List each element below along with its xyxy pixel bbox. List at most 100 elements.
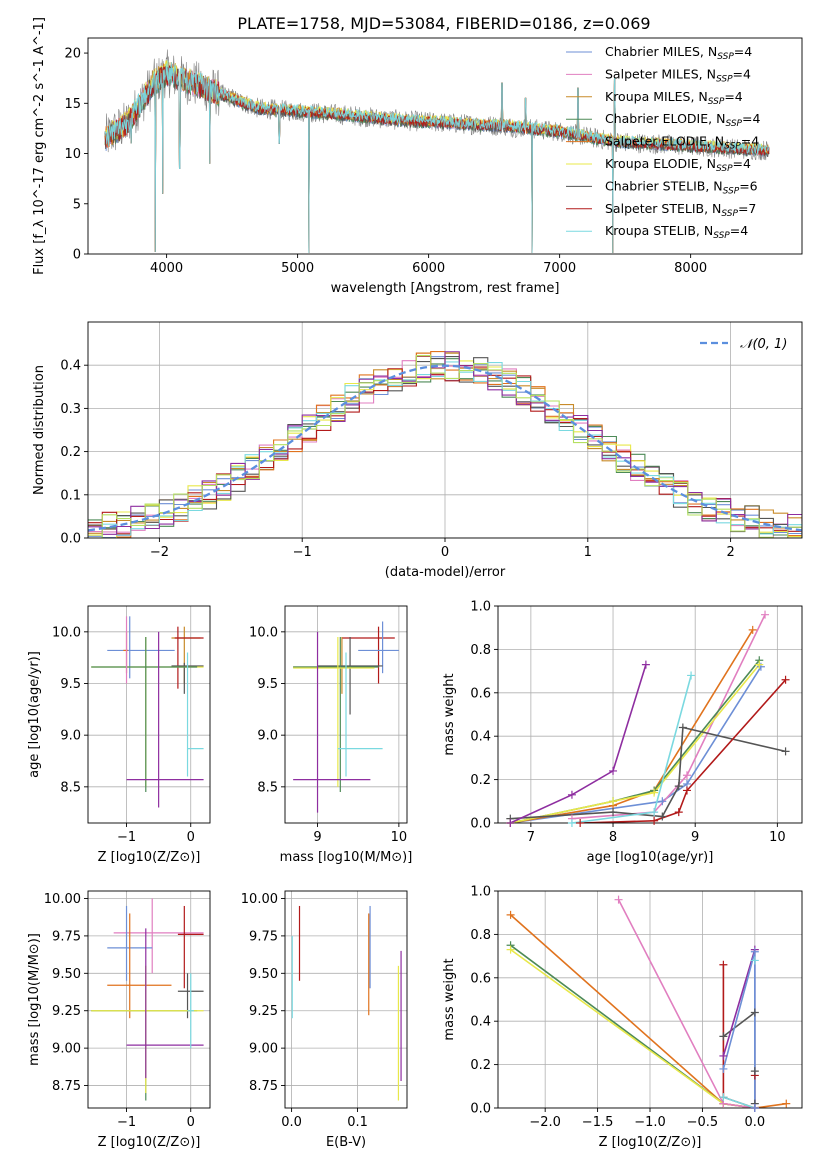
y-tick-label: 0.4 xyxy=(470,730,491,745)
plot-area xyxy=(88,891,210,1108)
x-tick-label: −1.0 xyxy=(634,1115,666,1130)
y-axis-label: mass weight xyxy=(442,673,457,755)
data-point-marker xyxy=(750,956,759,965)
series-line xyxy=(509,664,647,823)
series-line xyxy=(722,964,756,1108)
axes-frame xyxy=(284,605,408,824)
y-tick-label: 10.0 xyxy=(249,625,278,640)
x-tick-label: 0.1 xyxy=(347,1115,368,1130)
y-tick-label: 0.6 xyxy=(470,686,491,701)
y-tick-label: 8.5 xyxy=(257,780,278,795)
y-tick-label: 0.3 xyxy=(60,402,81,417)
data-point-marker xyxy=(750,1104,759,1112)
x-axis-label: Z [log10(Z/Z⊙)] xyxy=(599,1135,702,1150)
data-point-marker xyxy=(682,786,691,795)
y-axis-label: age [log10(age/yr)] xyxy=(27,651,42,778)
y-tick-label: 9.00 xyxy=(52,1042,81,1057)
residual-histogram xyxy=(88,351,802,538)
data-point-marker xyxy=(719,1093,728,1102)
series-line xyxy=(510,726,786,820)
data-point-marker xyxy=(756,662,765,671)
data-point-marker xyxy=(658,812,667,821)
y-tick-label: 10.0 xyxy=(52,625,81,640)
y-tick-label: 9.5 xyxy=(60,677,81,692)
data-point-marker xyxy=(650,788,659,797)
y-tick-label: 0.0 xyxy=(470,817,491,832)
legend-label: Kroupa MILES, NSSP=4 xyxy=(605,89,743,107)
data-point-marker xyxy=(678,723,687,732)
data-point-marker xyxy=(506,945,515,954)
y-tick-label: 10 xyxy=(64,147,81,162)
series-line xyxy=(510,944,755,1108)
y-tick-label: 5 xyxy=(73,197,81,212)
series-line xyxy=(571,675,692,823)
plot-area xyxy=(88,322,802,538)
y-axis-label: mass [log10(M/M⊙)] xyxy=(27,933,42,1066)
x-tick-label: 0 xyxy=(187,1115,195,1130)
model-spectrum-line xyxy=(104,60,770,254)
chart-title: PLATE=1758, MJD=53084, FIBERID=0186, z=0… xyxy=(237,14,650,33)
x-tick-label: −1.5 xyxy=(582,1115,614,1130)
x-tick-label: 0 xyxy=(187,830,195,845)
plot-area xyxy=(285,891,407,1108)
series-line xyxy=(722,951,756,1108)
data-point-marker xyxy=(506,819,515,827)
y-tick-label: 20 xyxy=(64,47,81,62)
y-axis-label: Flux [f_λ 10^-17 erg cm^-2 s^-1 A^-1] xyxy=(32,17,47,275)
x-axis-label: age [log10(age/yr)] xyxy=(587,850,714,865)
normal-distribution-curve xyxy=(88,364,802,532)
residual-histogram xyxy=(88,358,802,538)
data-point-marker xyxy=(567,790,576,799)
plot-area xyxy=(88,606,210,823)
data-point-marker xyxy=(781,747,790,756)
x-tick-label: 9 xyxy=(313,830,321,845)
x-tick-label: −1 xyxy=(117,830,136,845)
plot-area xyxy=(498,606,802,823)
plot-area xyxy=(285,606,407,823)
series-line xyxy=(510,914,787,1108)
panel-massweight-vs-Z: −2.0 −1.5 −1.0 −0.5 0.0 0.0 0.2 0.4 0.6 0.8 1.0 Z [… xyxy=(442,885,803,1150)
y-tick-label: 9.25 xyxy=(52,1004,81,1019)
y-tick-label: 0.8 xyxy=(470,928,491,943)
y-axis-label: mass weight xyxy=(442,958,457,1040)
x-tick-label: −1 xyxy=(117,1115,136,1130)
legend: Chabrier MILES, NSSP=4 Salpeter MILES, NS… xyxy=(566,44,760,241)
x-axis-label: (data-model)/error xyxy=(385,565,506,580)
y-tick-label: 9.75 xyxy=(249,929,278,944)
y-tick-label: 0.8 xyxy=(470,643,491,658)
axes-frame xyxy=(284,890,408,1109)
y-tick-label: 9.00 xyxy=(249,1042,278,1057)
legend-label: Salpeter ELODIE, NSSP=4 xyxy=(605,134,759,152)
residual-histogram xyxy=(88,356,802,534)
x-tick-label: −0.5 xyxy=(687,1115,719,1130)
residual-histogram xyxy=(88,360,802,538)
legend-label: Chabrier MILES, NSSP=4 xyxy=(605,44,752,62)
y-tick-label: 9.0 xyxy=(257,729,278,744)
legend-label: Kroupa STELIB, NSSP=4 xyxy=(605,223,748,241)
residual-histogram xyxy=(88,355,802,537)
legend-label: 𝒩(0, 1) xyxy=(740,337,787,352)
x-tick-label: 4000 xyxy=(150,261,183,276)
x-tick-label: −2 xyxy=(150,545,169,560)
data-point-marker xyxy=(719,1064,728,1073)
data-point-marker xyxy=(761,610,770,619)
data-point-marker xyxy=(674,782,683,791)
legend-label: Salpeter MILES, NSSP=4 xyxy=(605,66,751,84)
data-point-marker xyxy=(650,808,659,817)
legend-label: Kroupa ELODIE, NSSP=4 xyxy=(605,156,751,174)
residual-histogram xyxy=(88,361,802,538)
data-point-marker xyxy=(567,819,576,827)
y-tick-label: 0 xyxy=(73,248,81,263)
y-tick-label: 0.6 xyxy=(470,971,491,986)
y-tick-label: 0.0 xyxy=(470,1102,491,1117)
data-point-marker xyxy=(750,947,759,956)
x-tick-label: 10 xyxy=(769,830,786,845)
legend-label: Chabrier ELODIE, NSSP=4 xyxy=(605,111,760,129)
x-tick-label: 9 xyxy=(691,830,699,845)
data-point-marker xyxy=(781,675,790,684)
data-point-marker xyxy=(609,808,618,817)
y-tick-label: 8.75 xyxy=(249,1079,278,1094)
panel-mass-vs-Z: −1 0 8.75 9.00 9.25 9.50 9.75 10.00 Z [log10(Z/Z… xyxy=(27,890,211,1150)
legend-label: Chabrier STELIB, NSSP=6 xyxy=(605,178,758,196)
panel-spectrum: 4000 5000 6000 7000 8000 0 5 10 15 20 wavelength [… xyxy=(32,17,803,296)
